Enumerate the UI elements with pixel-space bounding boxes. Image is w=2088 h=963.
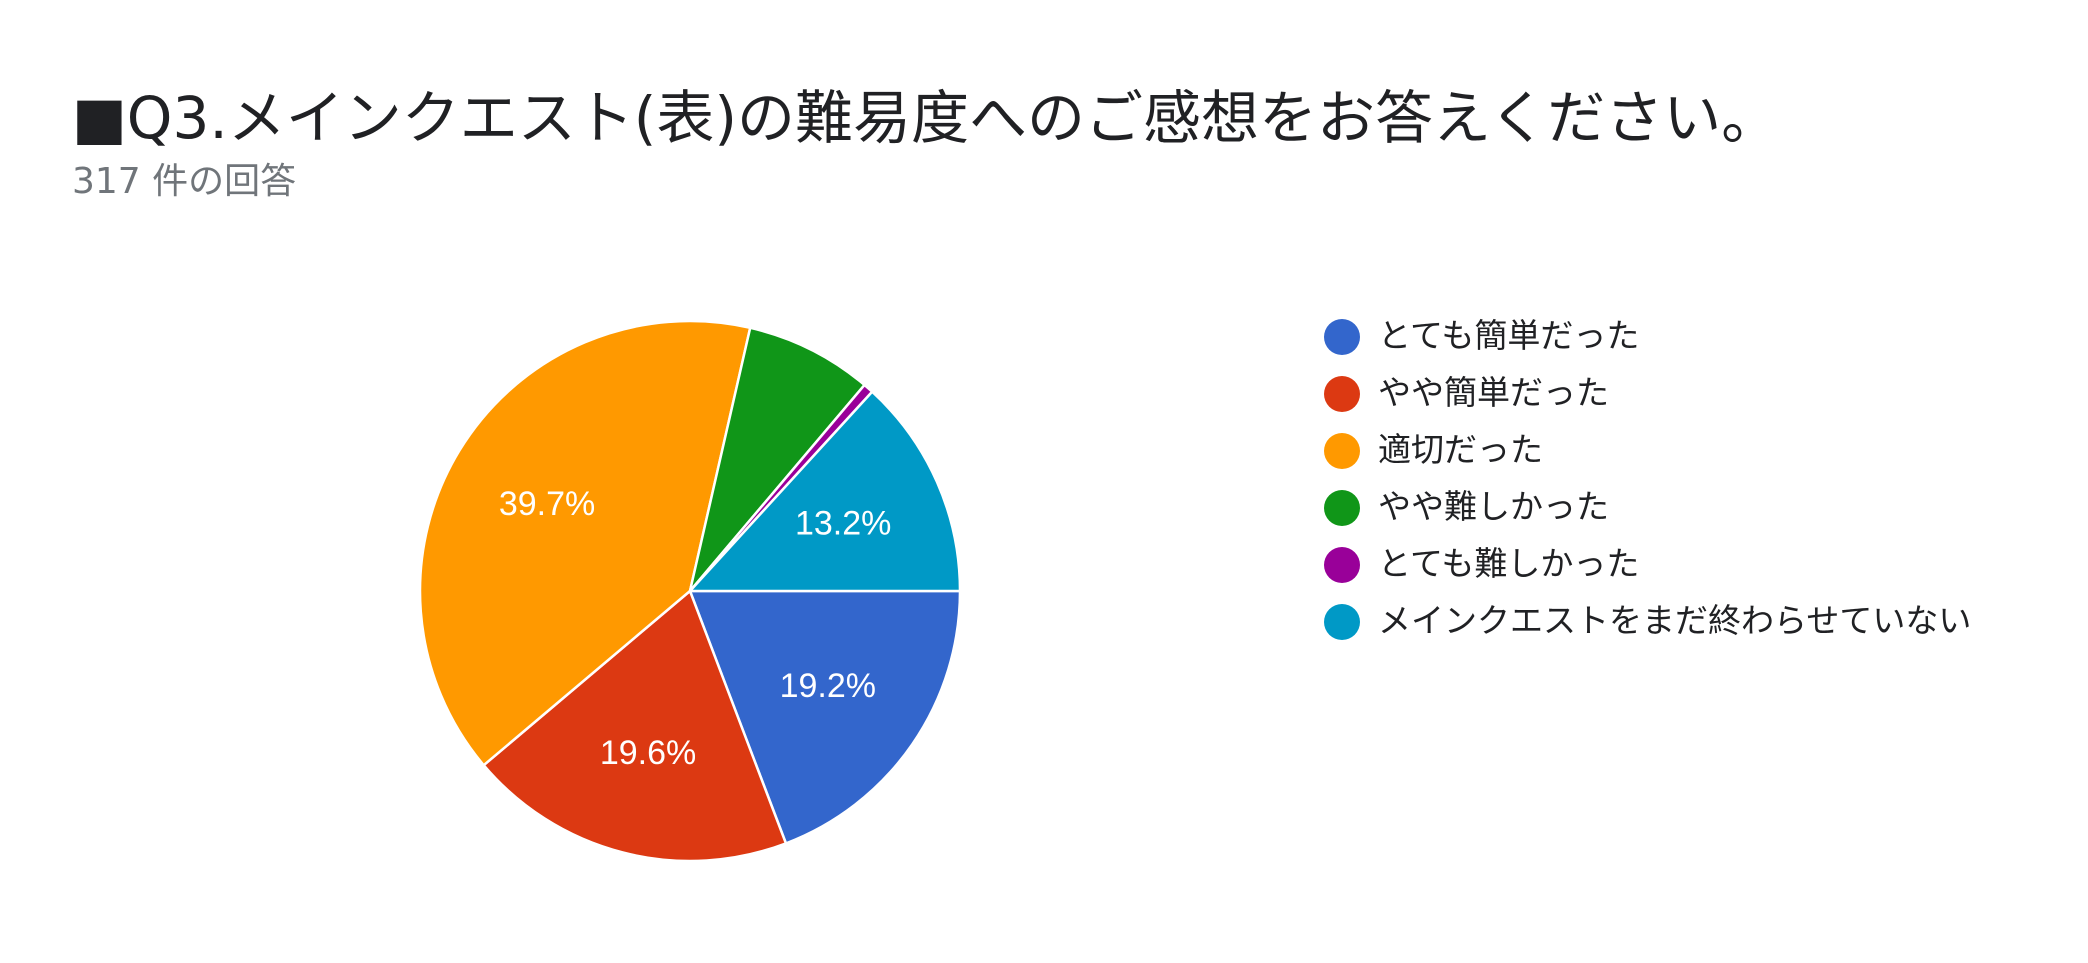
pie-slice-5[interactable] — [688, 390, 962, 593]
slice-value-label-2: 39.7% — [499, 485, 595, 523]
pie-slice-2[interactable] — [418, 319, 752, 767]
legend-label: やや難しかった — [1378, 487, 1609, 526]
legend-swatch — [1324, 376, 1360, 412]
legend-label: やや簡単だった — [1378, 373, 1609, 412]
legend-item-1[interactable]: やや簡単だった — [1324, 369, 2004, 417]
legend-item-0[interactable]: とても簡単だった — [1324, 312, 2004, 360]
chart-title: ■Q3.メインクエスト(表)の難易度へのご感想をお答えください。 — [72, 84, 1780, 152]
legend-swatch — [1324, 433, 1360, 469]
chart-legend: とても簡単だった やや簡単だった 適切だったやや難しかった とても難しかったメインクエ… — [1324, 312, 2004, 654]
legend-item-5[interactable]: メインクエストをまだ終わらせていない — [1324, 597, 2004, 645]
response-count: 317 件の回答 — [72, 161, 297, 202]
legend-item-2[interactable]: 適切だった — [1324, 426, 2004, 474]
slice-value-label-5: 13.2% — [795, 504, 891, 542]
legend-label: 適切だった — [1378, 430, 1543, 469]
slice-value-label-0: 19.2% — [780, 667, 876, 705]
legend-swatch — [1324, 547, 1360, 583]
slice-value-label-1: 19.6% — [600, 734, 696, 772]
pie-slice-0[interactable] — [688, 589, 962, 845]
legend-item-3[interactable]: やや難しかった — [1324, 483, 2004, 531]
pie-slice-1[interactable] — [482, 589, 788, 863]
pie-chart: 19.2% 19.6% 39.7% 13.2% — [418, 319, 962, 863]
pie-slice-3[interactable] — [688, 326, 866, 593]
legend-label: とても難しかった — [1378, 544, 1640, 583]
legend-label: メインクエストをまだ終わらせていない — [1378, 601, 1972, 640]
legend-swatch — [1324, 490, 1360, 526]
legend-item-4[interactable]: とても難しかった — [1324, 540, 2004, 588]
pie-slices — [418, 319, 962, 863]
pie-labels: 19.2% 19.6% 39.7% 13.2% — [499, 485, 892, 772]
legend-swatch — [1324, 604, 1360, 640]
legend-swatch — [1324, 319, 1360, 355]
legend-label: とても簡単だった — [1378, 316, 1640, 355]
